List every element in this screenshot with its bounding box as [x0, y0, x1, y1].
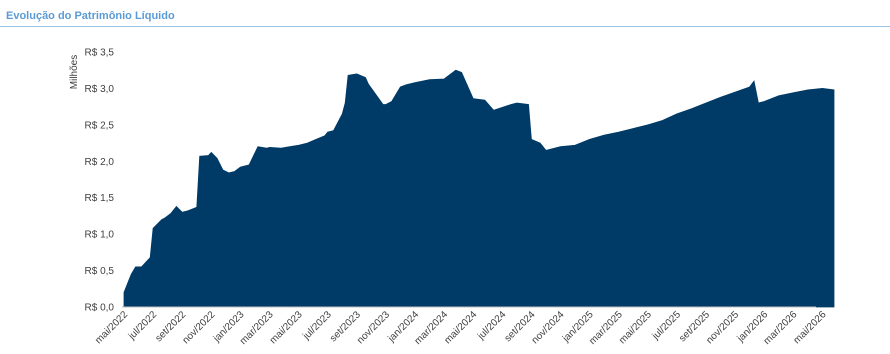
x-tick-label: mai/2025 [617, 309, 654, 346]
series-area [123, 69, 835, 308]
y-tick-label: R$ 1,5 [85, 193, 115, 204]
x-axis-ticks: mai/2022jul/2022set/2022nov/2022jan/2023… [93, 309, 829, 347]
x-tick-label: nov/2023 [355, 309, 392, 346]
y-tick-label: R$ 3,5 [85, 48, 115, 59]
y-tick-label: R$ 3,0 [85, 84, 115, 95]
y-tick-label: R$ 0,5 [85, 266, 115, 277]
chart-header: Evolução do Patrimônio Líquido [0, 0, 890, 27]
x-tick-label: mai/2023 [268, 309, 305, 346]
y-axis-title: Milhões [69, 55, 80, 89]
y-tick-label: R$ 0,0 [85, 303, 115, 314]
y-axis-title-group: Milhões [69, 55, 80, 89]
x-tick-label: mai/2022 [93, 309, 130, 346]
x-tick-label: mai/2024 [442, 309, 479, 346]
x-tick-label: nov/2022 [181, 309, 218, 346]
x-tick-label: mai/2026 [792, 309, 829, 346]
plot-area [122, 69, 835, 308]
y-tick-label: R$ 2,0 [85, 157, 115, 168]
x-tick-label: nov/2025 [704, 309, 741, 346]
y-axis-ticks: R$ 0,0 R$ 0,5 R$ 1,0 R$ 1,5 R$ 2,0 R$ 2,5 R$ 3… [85, 48, 115, 314]
x-tick-label: nov/2024 [530, 309, 567, 346]
y-tick-label: R$ 1,0 [85, 230, 115, 241]
page-title: Evolução do Patrimônio Líquido [6, 10, 175, 22]
title-underline [0, 26, 890, 27]
y-tick-label: R$ 2,5 [85, 120, 115, 131]
